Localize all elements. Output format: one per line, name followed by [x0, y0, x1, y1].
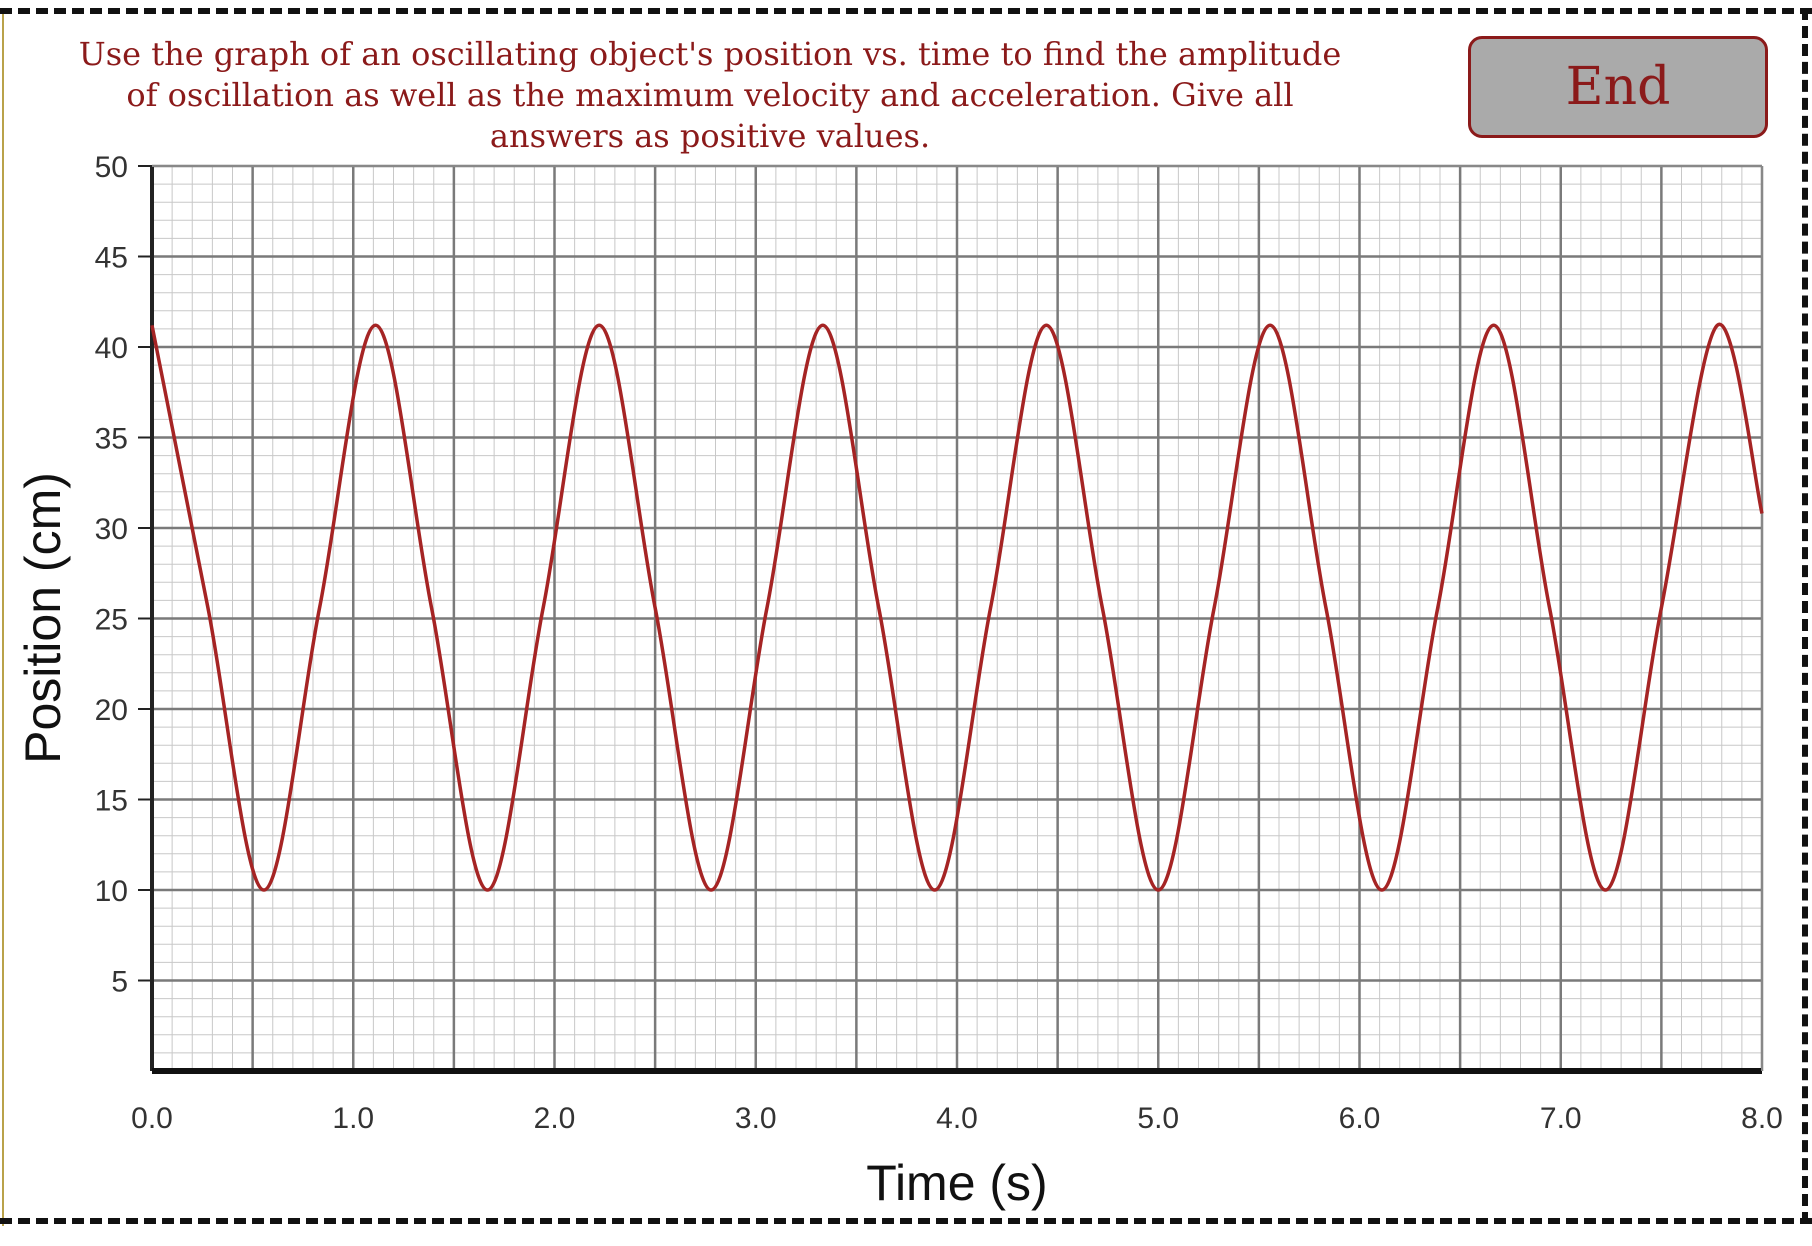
tick-labels: 0.0 1.0 2.0 3.0 4.0 5.0 6.0 7.0 8.0 5 10 15 20 25 30 35… — [95, 151, 1783, 1135]
y-tick-label: 35 — [95, 423, 128, 456]
y-tick-label: 20 — [95, 694, 128, 727]
frame-dashed-bottom-border — [0, 1218, 1812, 1224]
y-tick-label: 40 — [95, 332, 128, 365]
content-frame — [2, 10, 1808, 1226]
y-tick-label: 15 — [95, 785, 128, 818]
question-prompt: Use the graph of an oscillating object's… — [78, 35, 1342, 155]
frame-dashed-top-border — [0, 8, 1812, 14]
end-button[interactable]: End — [1468, 36, 1768, 138]
x-tick-label: 7.0 — [1540, 1102, 1582, 1135]
x-tick-label: 5.0 — [1137, 1102, 1179, 1135]
position-curve-line — [150, 322, 1764, 892]
y-axis-label: Position (cm) — [15, 472, 71, 764]
series-layer — [150, 322, 1764, 892]
y-tick-label: 10 — [95, 875, 128, 908]
y-tick-label: 30 — [95, 513, 128, 546]
end-button-label: End — [1565, 57, 1671, 117]
y-tick-label: 45 — [95, 242, 128, 275]
x-tick-label: 6.0 — [1339, 1102, 1381, 1135]
frame-dashed-right-border — [1802, 8, 1808, 1224]
x-tick-label: 2.0 — [534, 1102, 576, 1135]
y-tick-label: 5 — [111, 966, 128, 999]
x-tick-label: 0.0 — [131, 1102, 173, 1135]
x-tick-label: 3.0 — [735, 1102, 777, 1135]
x-axis-label: Time (s) — [866, 1155, 1047, 1211]
x-tick-label: 4.0 — [936, 1102, 978, 1135]
y-tick-label: 25 — [95, 604, 128, 637]
y-tick-label: 50 — [95, 151, 128, 184]
x-tick-label: 1.0 — [332, 1102, 374, 1135]
x-tick-label: 8.0 — [1741, 1102, 1783, 1135]
